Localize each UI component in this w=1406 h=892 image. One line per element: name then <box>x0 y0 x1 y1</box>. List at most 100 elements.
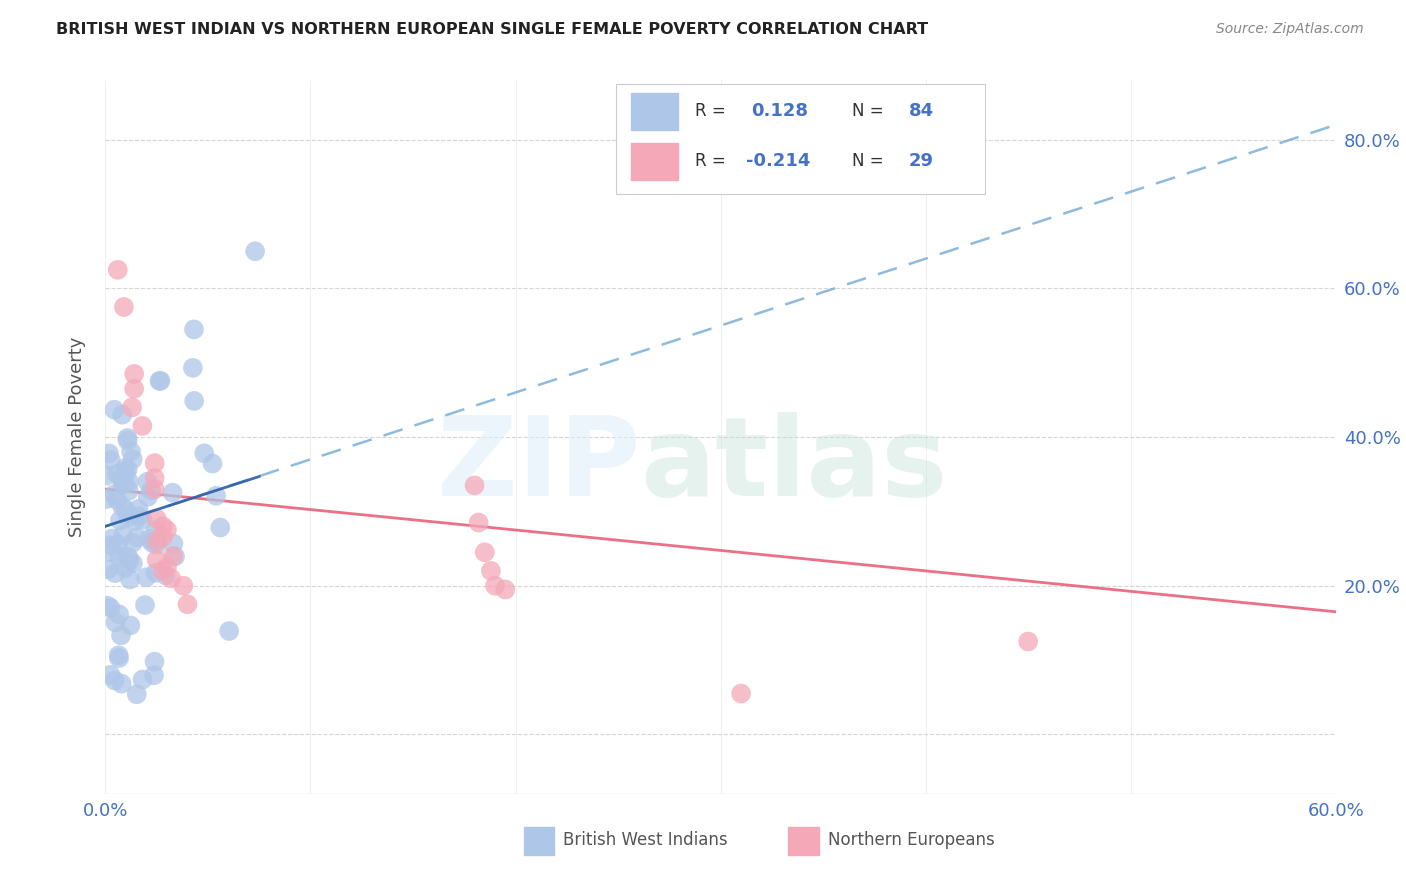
Point <box>108 513 131 527</box>
Text: 84: 84 <box>908 102 934 120</box>
Point <box>131 673 153 687</box>
Point <box>104 615 127 630</box>
Point <box>114 465 136 479</box>
Point <box>103 402 125 417</box>
Point <box>114 461 136 475</box>
Point <box>136 490 159 504</box>
Point <box>143 655 166 669</box>
Point <box>111 408 134 422</box>
Point <box>145 552 167 567</box>
Point <box>464 478 486 492</box>
Point <box>117 550 139 565</box>
Text: R =: R = <box>695 152 725 169</box>
Point <box>101 546 124 560</box>
Text: 29: 29 <box>908 152 934 169</box>
Point <box>145 512 167 526</box>
Point <box>124 514 146 528</box>
Text: BRITISH WEST INDIAN VS NORTHERN EUROPEAN SINGLE FEMALE POVERTY CORRELATION CHART: BRITISH WEST INDIAN VS NORTHERN EUROPEAN… <box>56 22 928 37</box>
Point <box>122 556 145 570</box>
Point <box>139 483 162 498</box>
Point <box>118 573 141 587</box>
Point <box>156 523 179 537</box>
Point <box>118 554 141 568</box>
Point <box>141 536 163 550</box>
Point <box>97 562 120 576</box>
Point <box>107 262 129 277</box>
Point <box>135 570 157 584</box>
Point <box>110 472 132 486</box>
Point <box>128 509 150 524</box>
Point <box>117 462 139 476</box>
Point <box>181 360 204 375</box>
Point <box>183 322 205 336</box>
Point <box>145 534 167 549</box>
Point <box>193 446 215 460</box>
Text: N =: N = <box>852 152 884 169</box>
Point <box>152 530 174 544</box>
Point <box>128 502 150 516</box>
Text: atlas: atlas <box>641 412 948 519</box>
Point <box>96 491 118 506</box>
Point <box>131 513 153 527</box>
Y-axis label: Single Female Poverty: Single Female Poverty <box>67 337 86 537</box>
Point <box>120 618 142 632</box>
Point <box>105 493 128 508</box>
Point <box>183 393 205 408</box>
Point <box>152 564 174 578</box>
Point <box>108 607 131 622</box>
Point <box>494 582 516 597</box>
Point <box>115 503 138 517</box>
Point <box>118 475 141 489</box>
Point <box>160 571 183 585</box>
Point <box>100 601 122 615</box>
Point <box>111 676 134 690</box>
Point <box>243 244 266 259</box>
Bar <box>631 143 678 180</box>
Point <box>162 536 184 550</box>
Text: ZIP: ZIP <box>437 412 641 519</box>
Point <box>149 374 172 388</box>
Point <box>152 519 174 533</box>
Point <box>122 382 145 396</box>
Point <box>105 467 128 481</box>
Bar <box>524 828 554 855</box>
Text: Source: ZipAtlas.com: Source: ZipAtlas.com <box>1216 22 1364 37</box>
Point <box>148 374 170 388</box>
Point <box>201 457 224 471</box>
Point <box>108 651 131 665</box>
Point <box>111 500 134 515</box>
Point <box>484 579 506 593</box>
Point <box>176 598 198 612</box>
Point <box>143 566 166 580</box>
Point <box>143 482 166 496</box>
Point <box>218 624 240 638</box>
Point <box>96 599 118 613</box>
Point <box>136 475 159 489</box>
Point <box>143 668 166 682</box>
Point <box>162 549 184 563</box>
Point <box>104 673 127 688</box>
Point <box>117 431 139 445</box>
Point <box>172 579 194 593</box>
Point <box>104 566 127 581</box>
Point <box>162 485 184 500</box>
Point <box>143 456 166 470</box>
Point <box>121 452 143 467</box>
Point <box>205 489 228 503</box>
Point <box>121 401 143 415</box>
Bar <box>631 93 678 130</box>
Point <box>111 477 134 491</box>
Text: 0.128: 0.128 <box>751 102 808 120</box>
Point <box>100 668 122 682</box>
Point <box>98 446 121 460</box>
Text: R =: R = <box>695 102 725 120</box>
Point <box>125 687 148 701</box>
Point <box>479 564 502 578</box>
Point <box>108 549 131 563</box>
Point <box>121 536 143 550</box>
FancyBboxPatch shape <box>616 84 986 194</box>
Point <box>134 598 156 612</box>
Bar <box>789 828 820 855</box>
Point <box>474 545 496 559</box>
Text: British West Indians: British West Indians <box>564 831 728 849</box>
